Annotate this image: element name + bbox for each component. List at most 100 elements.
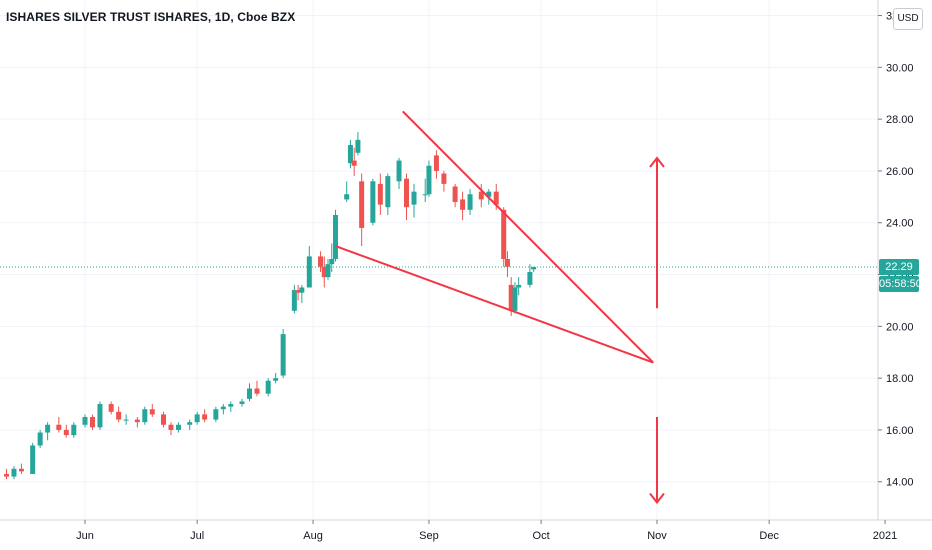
candle-body — [531, 267, 537, 270]
candle-body — [355, 139, 361, 153]
candle-body — [404, 178, 410, 208]
bar-countdown-label: 05:58:50 — [879, 276, 922, 293]
candle-body — [56, 424, 62, 430]
candle-body — [89, 416, 95, 428]
x-tick-label: Sep — [419, 530, 439, 542]
y-tick-label: 20.00 — [886, 321, 914, 333]
candle-body — [433, 155, 439, 171]
candle-body — [246, 388, 252, 399]
candle-body — [71, 424, 77, 436]
arrow-down-head — [649, 492, 665, 505]
candle-body — [123, 419, 129, 421]
candle-body — [18, 468, 24, 472]
candle-body — [168, 424, 174, 430]
candle-body — [280, 334, 286, 376]
candle-body — [347, 145, 353, 164]
candle-body — [108, 404, 114, 412]
candle-body — [213, 409, 219, 420]
candle-body — [299, 287, 305, 293]
candle-body — [508, 284, 514, 311]
candle-body — [318, 256, 324, 267]
y-tick-label: 26.00 — [886, 166, 914, 178]
candle-body — [187, 422, 193, 425]
candle-body — [82, 416, 88, 425]
candle-body — [493, 191, 499, 205]
y-tick-label: 16.00 — [886, 425, 914, 437]
candle-body — [422, 194, 428, 196]
candle-body — [460, 199, 466, 210]
candle-body — [527, 271, 533, 285]
candle-body — [142, 409, 148, 423]
y-tick-label: 28.00 — [886, 114, 914, 126]
x-tick-label: Aug — [303, 530, 323, 542]
candle-layer — [3, 132, 537, 480]
candle-body — [486, 191, 492, 197]
candle-body — [332, 214, 338, 259]
grid-layer — [0, 0, 878, 520]
candle-body — [30, 445, 36, 474]
candle-body — [273, 378, 279, 381]
x-tick-label: 2021 — [873, 530, 897, 542]
candle-body — [411, 191, 417, 205]
x-tick-label: Nov — [647, 530, 667, 542]
candle-body — [97, 404, 103, 428]
y-tick-label: 14.00 — [886, 477, 914, 489]
y-tick-label: 18.00 — [886, 373, 914, 385]
chart-title: ISHARES SILVER TRUST ISHARES, 1D, Cboe B… — [6, 10, 296, 24]
candle-body — [295, 290, 301, 293]
drawing-layer — [0, 110, 878, 505]
candle-body — [37, 432, 43, 446]
y-tick-label: 30.00 — [886, 62, 914, 74]
currency-button[interactable]: USD — [893, 8, 923, 30]
last-price-label: 22.29 — [879, 259, 919, 276]
candle-body — [265, 380, 271, 394]
candle-body — [63, 429, 69, 436]
candle-body — [161, 414, 167, 425]
candle-body — [254, 388, 260, 394]
candle-body — [516, 284, 522, 288]
candle-body — [45, 424, 51, 433]
candle-body — [11, 468, 17, 477]
candle-body — [3, 473, 9, 477]
candle-body — [321, 266, 327, 278]
candle-body — [344, 194, 350, 200]
candle-body — [306, 256, 312, 288]
candle-body — [220, 406, 226, 410]
wedge-lower-trendline — [335, 245, 654, 364]
candle-body — [370, 181, 376, 223]
candle-body — [426, 165, 432, 195]
x-tick-label: Dec — [759, 530, 779, 542]
candle-body — [501, 209, 507, 259]
candle-body — [504, 259, 510, 267]
candle-body — [194, 414, 200, 423]
wedge-upper-trendline — [402, 110, 654, 364]
y-tick-label: 24.00 — [886, 218, 914, 230]
arrow-up-head — [649, 156, 665, 168]
candle-body — [351, 160, 357, 166]
candle-body — [396, 160, 402, 182]
candle-body — [134, 419, 140, 423]
candle-body — [329, 259, 335, 265]
candle-body — [385, 176, 391, 208]
x-tick-label: Jun — [76, 530, 94, 542]
x-tick-label: Jul — [190, 530, 204, 542]
candle-body — [377, 183, 383, 205]
candle-body — [452, 186, 458, 203]
candle-body — [359, 181, 365, 228]
candle-body — [441, 173, 447, 184]
candle-body — [175, 424, 181, 430]
candle-body — [291, 290, 297, 311]
candle-body — [512, 287, 518, 311]
candle-body — [239, 401, 245, 405]
candle-body — [325, 264, 331, 278]
candle-body — [467, 194, 473, 210]
candle-body — [116, 411, 122, 420]
candle-body — [228, 404, 234, 407]
x-tick-label: Oct — [533, 530, 550, 542]
candle-body — [202, 414, 208, 420]
candle-body — [478, 191, 484, 200]
candle-body — [149, 409, 155, 415]
